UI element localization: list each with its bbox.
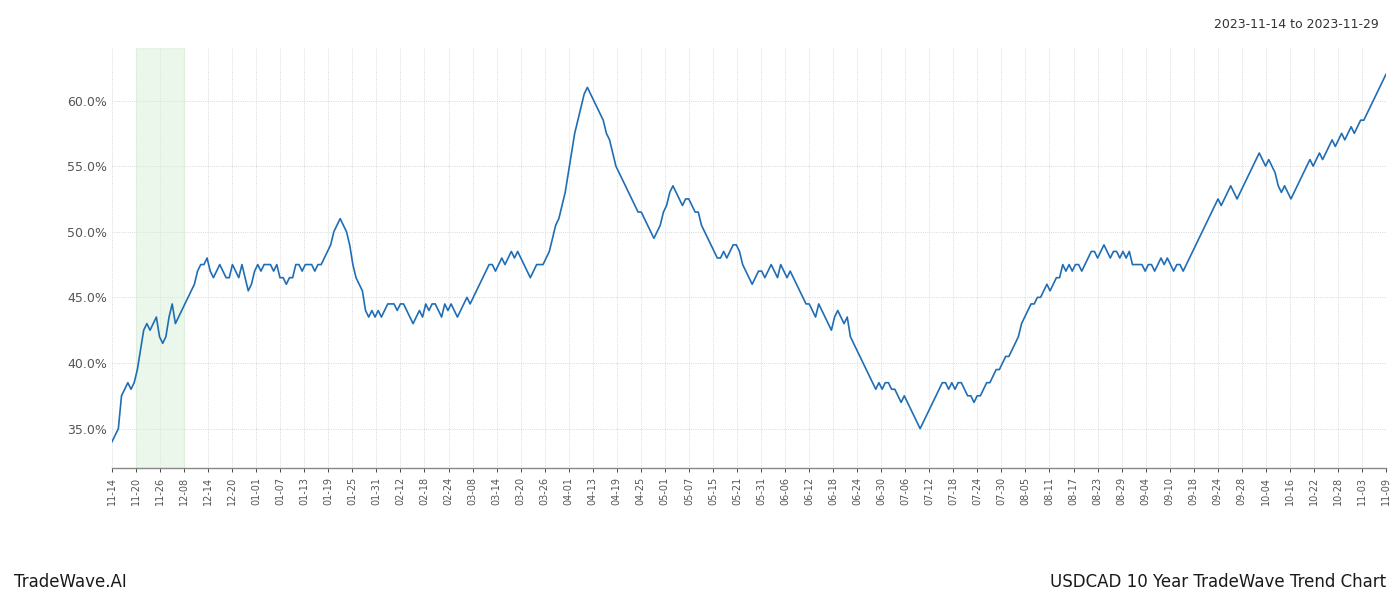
Text: USDCAD 10 Year TradeWave Trend Chart: USDCAD 10 Year TradeWave Trend Chart <box>1050 573 1386 591</box>
Text: 2023-11-14 to 2023-11-29: 2023-11-14 to 2023-11-29 <box>1214 18 1379 31</box>
Text: TradeWave.AI: TradeWave.AI <box>14 573 127 591</box>
Bar <box>136 48 185 468</box>
